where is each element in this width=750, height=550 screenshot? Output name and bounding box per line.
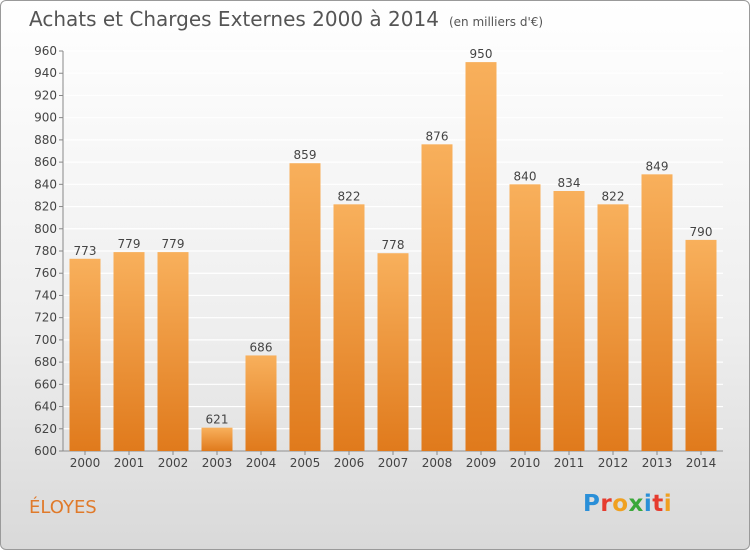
bar: [333, 204, 365, 451]
x-tick-label: 2010: [510, 456, 541, 470]
bar: [289, 163, 321, 451]
data-label: 822: [338, 189, 361, 203]
x-tick-label: 2012: [598, 456, 629, 470]
chart-unit: (en milliers d'€): [448, 15, 544, 29]
y-tick-label: 740: [34, 288, 57, 302]
y-tick-label: 600: [34, 444, 57, 458]
x-tick-label: 2001: [114, 456, 145, 470]
x-tick-label: 2009: [466, 456, 497, 470]
data-label: 621: [206, 413, 229, 427]
bar-layer: [69, 62, 717, 452]
bar: [69, 258, 101, 451]
bar: [377, 253, 409, 451]
y-tick-label: 700: [34, 333, 57, 347]
data-label: 790: [690, 225, 713, 239]
data-label: 849: [646, 159, 669, 173]
y-tick-label: 880: [34, 133, 57, 147]
y-tick-label: 840: [34, 177, 57, 191]
y-tick-label: 820: [34, 200, 57, 214]
x-tick-label: 2003: [202, 456, 233, 470]
bar: [553, 191, 585, 451]
bar: [597, 204, 629, 451]
y-tick-label: 640: [34, 400, 57, 414]
bar: [157, 252, 189, 451]
bar: [641, 174, 673, 452]
x-tick-label: 2004: [246, 456, 277, 470]
x-tick-label: 2008: [422, 456, 453, 470]
axis-layer: 600 620 640 660 680 700 720 740 760 780 800 820 840 8…: [34, 44, 723, 458]
bar: [421, 144, 453, 452]
bar: [509, 184, 541, 452]
data-label: 686: [250, 340, 273, 354]
data-label: 773: [74, 244, 97, 258]
data-label: 822: [602, 189, 625, 203]
y-tick-label: 960: [34, 44, 57, 58]
x-tick-label: 2006: [334, 456, 365, 470]
chart-title: Achats et Charges Externes 2000 à 2014 (e…: [29, 7, 543, 31]
data-label: 950: [470, 47, 493, 61]
bar: [113, 252, 145, 451]
y-tick-label: 620: [34, 422, 57, 436]
bar: [465, 62, 497, 451]
bar: [685, 239, 717, 451]
data-label: 779: [162, 237, 185, 251]
data-label: 840: [514, 169, 537, 183]
data-label: 779: [118, 237, 141, 251]
x-tick-label: 2014: [686, 456, 717, 470]
place-name: ÉLOYES: [29, 497, 97, 518]
y-tick-label: 780: [34, 244, 57, 258]
y-tick-label: 860: [34, 155, 57, 169]
y-tick-label: 940: [34, 66, 57, 80]
data-label: 859: [294, 148, 317, 162]
bar: [201, 427, 233, 451]
x-tick-label: 2013: [642, 456, 673, 470]
y-tick-label: 900: [34, 111, 57, 125]
x-tick-label: 2000: [70, 456, 101, 470]
x-tick-label: 2007: [378, 456, 409, 470]
x-tick-label: 2005: [290, 456, 321, 470]
data-label: 834: [558, 176, 581, 190]
chart-title-text: Achats et Charges Externes 2000 à 2014: [29, 7, 439, 31]
label-layer: 2000 773 2001 779 2002 779 2003 621 2004 686 2005 8…: [70, 47, 717, 470]
data-label: 778: [382, 238, 405, 252]
y-tick-label: 920: [34, 88, 57, 102]
y-tick-label: 800: [34, 222, 57, 236]
y-tick-label: 760: [34, 266, 57, 280]
bar: [245, 355, 277, 451]
x-tick-label: 2002: [158, 456, 189, 470]
y-tick-label: 720: [34, 311, 57, 325]
data-label: 876: [426, 129, 449, 143]
proxiti-logo[interactable]: Proxiti: [583, 491, 673, 517]
y-tick-label: 660: [34, 377, 57, 391]
x-tick-label: 2011: [554, 456, 585, 470]
y-tick-label: 680: [34, 355, 57, 369]
